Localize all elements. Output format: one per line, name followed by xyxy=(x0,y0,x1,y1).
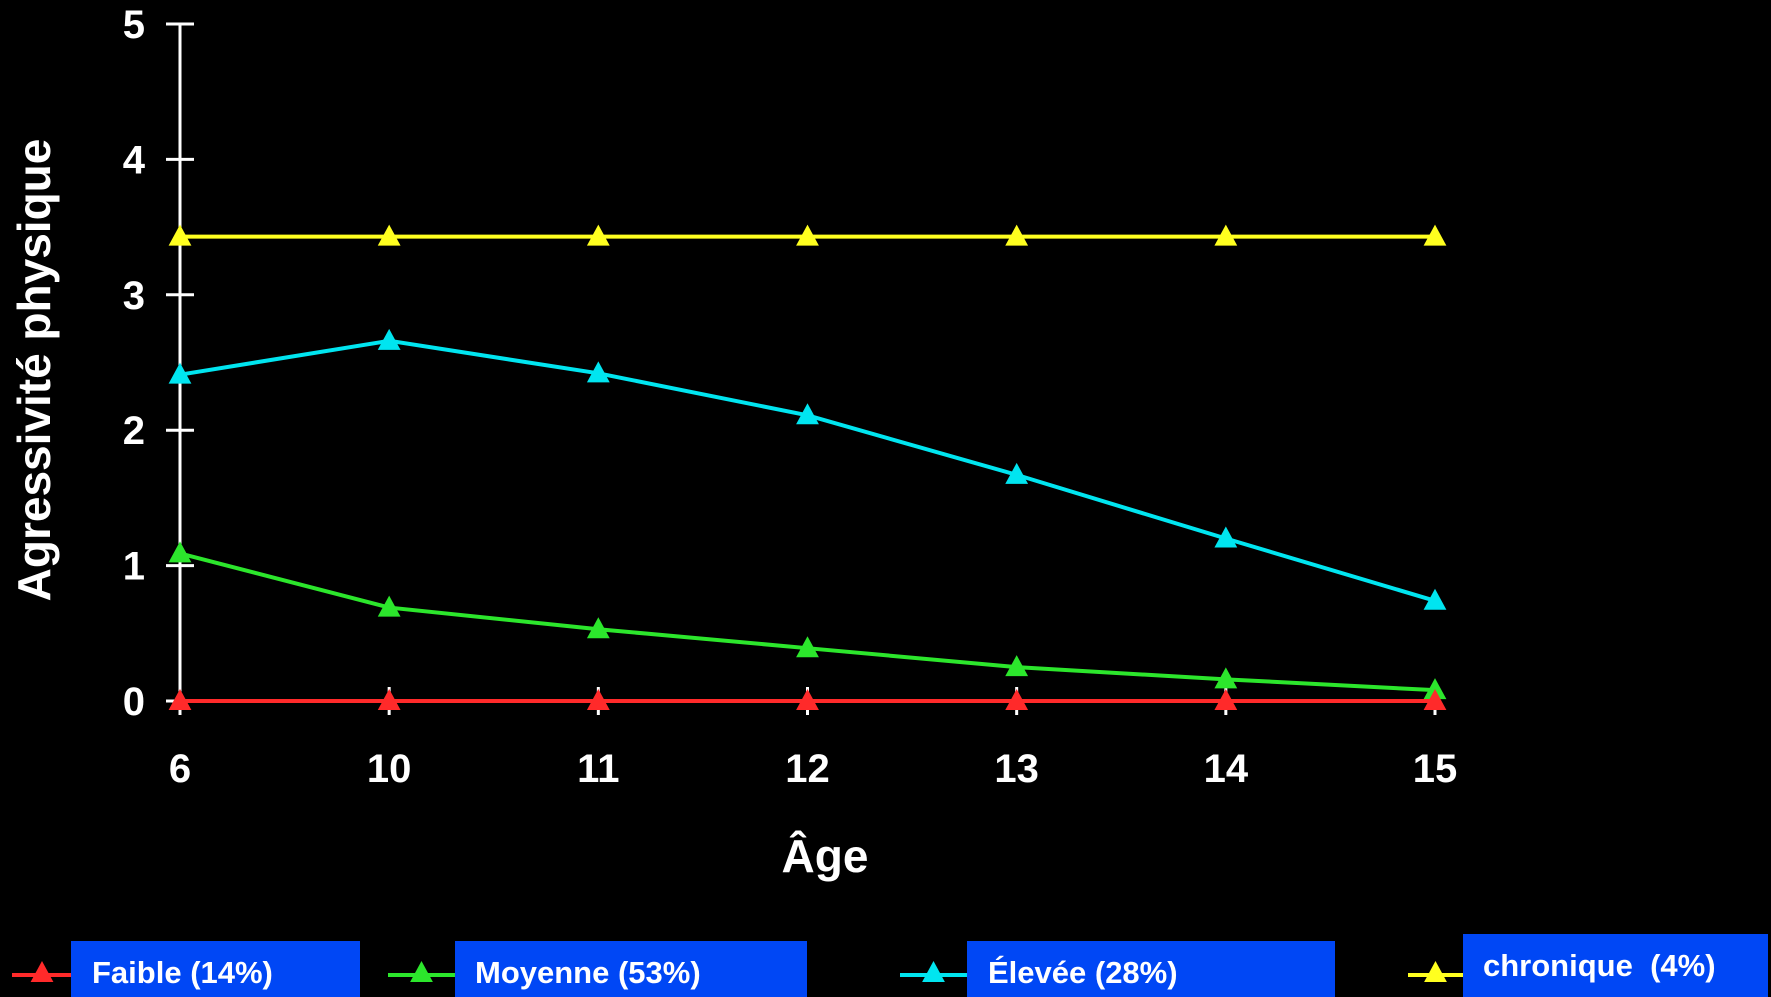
x-axis-title: Âge xyxy=(782,830,869,882)
data-point xyxy=(168,541,192,563)
legend-label: chronique (4%) xyxy=(1483,948,1716,983)
y-tick-label: 0 xyxy=(123,680,145,724)
legend-item-0: Faible (14%) xyxy=(12,941,360,997)
data-point xyxy=(796,636,819,658)
series-0 xyxy=(168,689,1447,710)
data-point xyxy=(796,224,819,246)
data-point xyxy=(168,689,192,710)
data-point xyxy=(1214,667,1238,689)
y-tick-label: 5 xyxy=(123,3,145,47)
x-tick-label: 10 xyxy=(367,747,412,791)
y-tick-label: 4 xyxy=(123,138,146,182)
legend-label-box xyxy=(455,941,807,997)
data-point xyxy=(1005,655,1029,677)
legend-marker xyxy=(30,961,54,982)
data-point xyxy=(1214,689,1238,710)
x-tick-label: 15 xyxy=(1413,747,1458,791)
series-line xyxy=(179,551,1436,693)
series-1 xyxy=(168,541,1447,700)
legend-item-2: Élevée (28%) xyxy=(900,941,1335,997)
x-tick-label: 13 xyxy=(994,747,1039,791)
legend-label: Élevée (28%) xyxy=(988,955,1178,990)
data-point xyxy=(586,617,610,639)
chart-series xyxy=(168,224,1447,710)
x-tick-label: 14 xyxy=(1204,747,1249,791)
x-tick-label: 6 xyxy=(169,747,191,791)
series-2 xyxy=(168,328,1447,610)
legend-marker xyxy=(922,961,945,982)
legend-item-3: chronique (4%) xyxy=(1408,934,1768,997)
legend-item-1: Moyenne (53%) xyxy=(388,941,807,997)
x-tick-label: 12 xyxy=(785,747,830,791)
legend-marker xyxy=(1424,961,1447,982)
legend-marker xyxy=(410,961,433,982)
data-point xyxy=(377,224,401,246)
data-point xyxy=(1005,224,1029,246)
y-tick-label: 1 xyxy=(123,545,145,589)
data-point xyxy=(377,689,401,710)
data-point xyxy=(168,362,192,384)
data-point xyxy=(586,689,610,710)
series-3 xyxy=(168,224,1447,246)
data-point xyxy=(1423,588,1447,610)
data-point xyxy=(1005,689,1029,710)
series-line xyxy=(179,338,1436,603)
y-tick-label: 2 xyxy=(123,409,145,453)
y-axis-title: Agressivité physique xyxy=(8,139,60,602)
data-point xyxy=(796,403,819,425)
legend-label-box xyxy=(1463,934,1768,997)
data-point xyxy=(796,689,819,710)
data-point xyxy=(377,595,401,617)
data-point xyxy=(1214,224,1238,246)
y-tick-label: 3 xyxy=(123,274,145,318)
legend-label: Moyenne (53%) xyxy=(475,955,701,990)
data-point xyxy=(1005,462,1029,484)
chart-legend: Faible (14%) Moyenne (53%) Élevée (28%) chr… xyxy=(12,934,1768,997)
data-point xyxy=(1423,224,1447,246)
data-point xyxy=(1423,678,1447,700)
data-point xyxy=(168,224,192,246)
legend-label: Faible (14%) xyxy=(92,955,273,990)
data-point xyxy=(377,328,401,350)
legend-label-box xyxy=(967,941,1335,997)
legend-label-box xyxy=(71,941,360,997)
data-point xyxy=(1214,526,1238,548)
data-point xyxy=(586,361,610,383)
data-point xyxy=(1423,689,1447,710)
x-tick-label: 11 xyxy=(577,747,619,791)
data-point xyxy=(586,224,610,246)
